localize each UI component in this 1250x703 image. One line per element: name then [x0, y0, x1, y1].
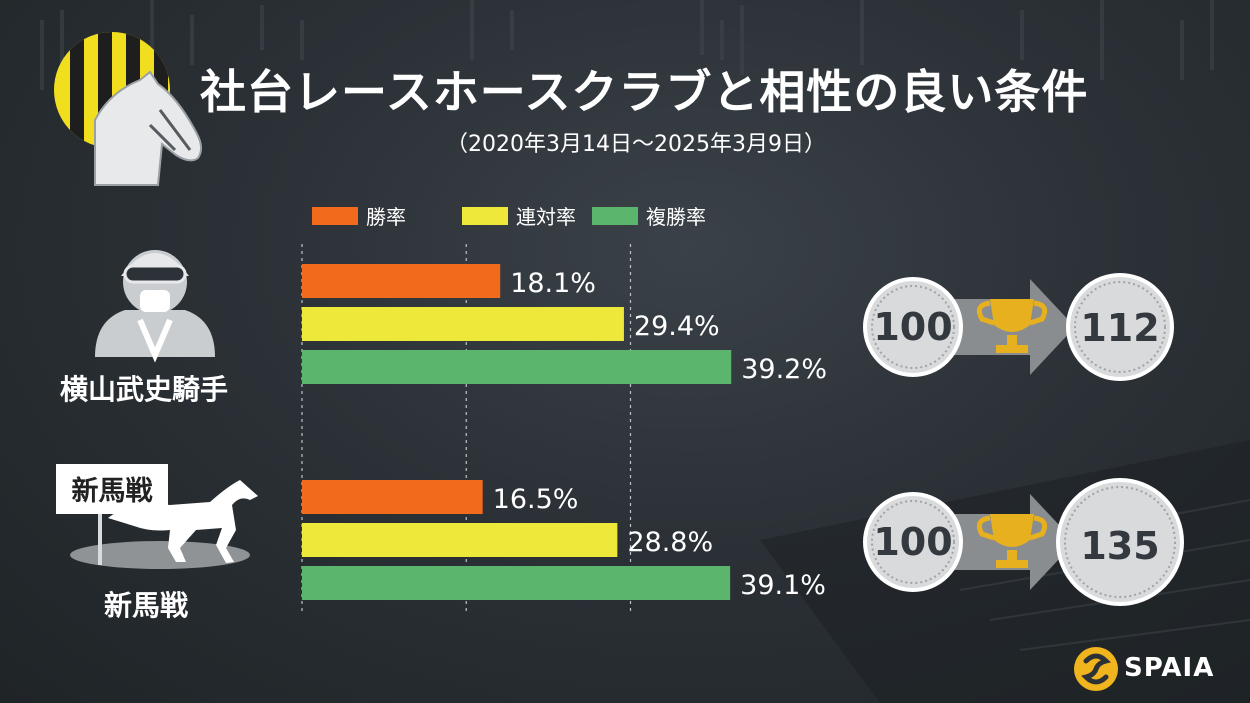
debut-race-horse-icon: 新馬戦	[56, 464, 258, 569]
badge-group: 100 135	[863, 478, 1184, 606]
trophy-cup	[990, 514, 1034, 547]
bar-value-label: 29.4%	[634, 311, 720, 342]
chart-subtitle: （2020年3月14日～2025年3月9日）	[446, 132, 826, 157]
spaia-logo: SPAIA	[1072, 645, 1242, 693]
badge-ring	[1074, 281, 1166, 373]
category-label-debut: 新馬戦	[104, 589, 189, 622]
trophy-base	[996, 345, 1028, 353]
badge-from-circle	[863, 277, 963, 377]
trophy-handle-left	[976, 300, 995, 326]
badge-from-value: 100	[873, 305, 952, 349]
bar-value-label: 28.8%	[627, 527, 713, 558]
bar-value-label: 18.1%	[510, 268, 596, 299]
brand-name: SPAIA	[1124, 653, 1215, 683]
badge-ring	[871, 285, 955, 369]
trophy-stem	[1007, 335, 1017, 345]
bar	[302, 523, 618, 557]
bar-value-label: 39.1%	[740, 570, 826, 601]
legend-label: 複勝率	[646, 205, 706, 229]
badge-from-circle	[863, 492, 963, 592]
legend-swatch	[462, 207, 508, 225]
trophy-handle-left	[976, 515, 995, 541]
trophy-icon	[976, 514, 1048, 568]
gridlines	[301, 244, 632, 612]
sign-text: 新馬戦	[72, 475, 153, 507]
jockey-icon	[95, 250, 215, 363]
trophy-handle-right	[1029, 300, 1048, 326]
legend-label: 連対率	[516, 205, 576, 229]
legend-label: 勝率	[366, 205, 406, 229]
badge-to-value: 135	[1080, 524, 1159, 568]
badge-ring	[871, 500, 955, 584]
badge-to-value: 112	[1080, 306, 1159, 350]
bar-value-label: 39.2%	[741, 354, 827, 385]
badge-from-value: 100	[873, 520, 952, 564]
legend-swatch	[312, 207, 358, 225]
bar-value-label: 16.5%	[493, 484, 579, 515]
spaia-logo-icon	[1074, 647, 1118, 691]
bar	[302, 480, 483, 514]
category-label-jockey: 横山武史騎手	[60, 373, 229, 406]
trophy-base	[996, 560, 1028, 568]
badge-group: 100 112	[863, 273, 1174, 381]
trophy-stem	[1007, 550, 1017, 560]
trophy-icon	[976, 299, 1048, 353]
trophy-cup	[990, 299, 1034, 332]
bar	[302, 566, 731, 600]
bars: 18.1% 29.4% 39.2% 16.5% 28.8% 39.1%	[302, 264, 827, 601]
badge-ring	[1064, 486, 1176, 598]
badge-to-circle	[1066, 273, 1174, 381]
comparison-badges: 100 112 100 135	[863, 273, 1184, 606]
legend: 勝率 連対率 複勝率	[312, 205, 706, 229]
badge-to-circle	[1056, 478, 1184, 606]
bar	[302, 307, 624, 341]
trophy-handle-right	[1029, 515, 1048, 541]
bar	[302, 264, 501, 298]
legend-swatch	[592, 207, 638, 225]
horse-helmet-icon	[54, 32, 202, 186]
chart-title: 社台レースホースクラブと相性の良い条件	[200, 65, 1089, 119]
bar	[302, 350, 732, 384]
